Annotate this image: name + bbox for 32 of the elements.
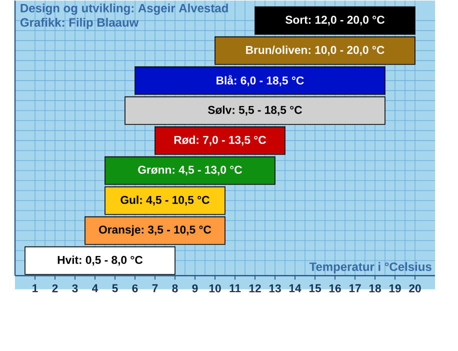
x-tick-label: 1 xyxy=(32,284,38,292)
x-tick-label: 13 xyxy=(269,284,281,293)
x-tick-label: 18 xyxy=(369,284,381,293)
x-tick-label: 7 xyxy=(152,284,158,292)
y-tick-label: Gul: 4,5 - 10,5 °C xyxy=(120,196,210,206)
x-tick-label: 4 xyxy=(92,284,98,292)
y-tick-label: Oransje: 3,5 - 10,5 °C xyxy=(99,226,212,236)
x-tick-label: 19 xyxy=(389,284,401,293)
x-tick-label: 3 xyxy=(72,284,78,293)
x-tick-label: 16 xyxy=(329,284,341,293)
y-tick-label: Brun/oliven: 10,0 - 20,0 °C xyxy=(246,46,384,56)
x-tick-label: 14 xyxy=(289,284,302,292)
y-tick-label: Sølv: 5,5 - 18,5 °C xyxy=(208,106,302,116)
y-tick-label: Hvit: 0,5 - 8,0 °C xyxy=(58,256,143,266)
x-tick-label: 15 xyxy=(309,284,321,292)
x-tick-label: 11 xyxy=(230,284,241,292)
x-tick-label: 10 xyxy=(209,284,221,293)
x-axis-title: Temperatur i °Celsius xyxy=(309,262,432,274)
x-tick-label: 9 xyxy=(192,284,198,293)
x-tick-label: 17 xyxy=(349,284,361,292)
y-tick-label: Rød: 7,0 - 13,5 °C xyxy=(174,136,266,146)
annotation: Design og utvikling: Asgeir Alvestad xyxy=(20,4,228,16)
annotation: Grafikk: Filip Blaauw xyxy=(20,18,139,30)
y-tick-label: Sort: 12,0 - 20,0 °C xyxy=(286,16,385,26)
x-tick-label: 8 xyxy=(172,284,178,293)
x-tick-label: 5 xyxy=(112,284,118,292)
x-tick-label: 6 xyxy=(132,284,138,293)
x-tick-label: 2 xyxy=(52,284,58,292)
y-tick-label: Blå: 6,0 - 18,5 °C xyxy=(216,75,304,86)
y-tick-label: Grønn: 4,5 - 13,0 °C xyxy=(138,166,242,176)
x-tick-label: 12 xyxy=(249,284,261,292)
x-tick-label: 20 xyxy=(409,284,421,293)
